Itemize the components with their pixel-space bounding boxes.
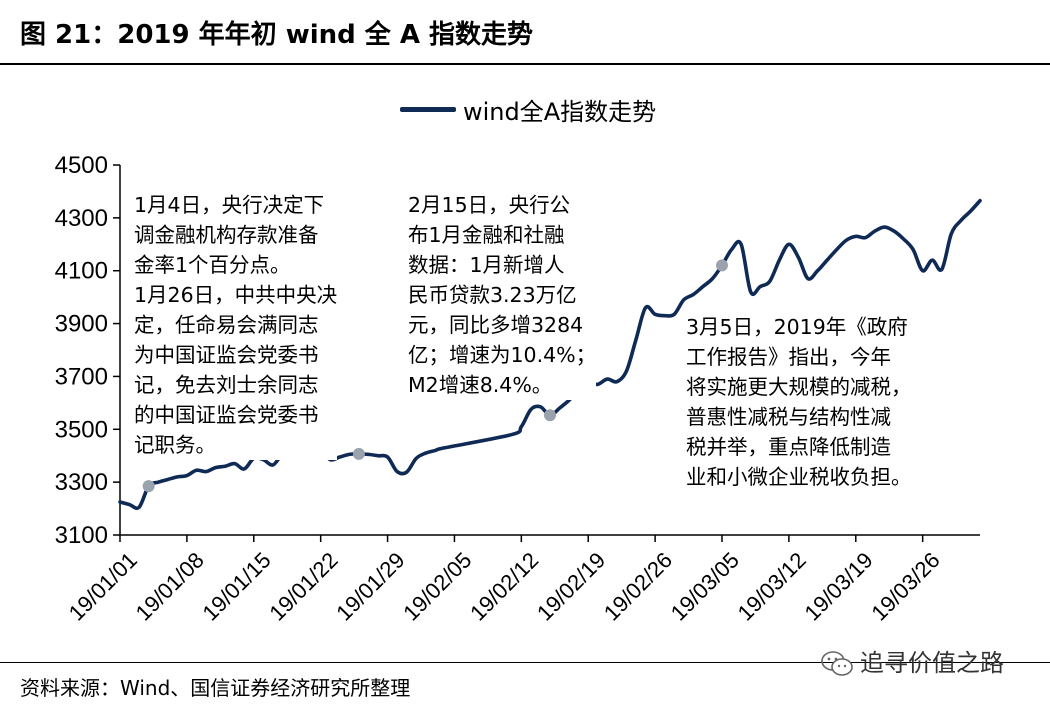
- x-tick-label: 19/01/22: [264, 547, 342, 625]
- annotation-jan: 1月4日，央行决定下 调金融机构存款准备 金率1个百分点。 1月26日，中共中央…: [134, 190, 338, 460]
- y-tick-label: 3300: [55, 469, 108, 496]
- x-tick-label: 19/01/08: [131, 547, 209, 625]
- x-tick-label: 19/02/05: [398, 547, 476, 625]
- x-axis: 19/01/0119/01/0819/01/1519/01/2219/01/29…: [64, 534, 980, 626]
- x-tick-label: 19/01/15: [198, 547, 276, 625]
- wechat-icon: [821, 651, 853, 676]
- event-marker: [716, 259, 728, 272]
- figure-title: 图 21：2019 年年初 wind 全 A 指数走势: [20, 20, 534, 50]
- event-marker: [544, 409, 556, 422]
- figure-title-bar: 图 21：2019 年年初 wind 全 A 指数走势: [0, 0, 1050, 72]
- y-tick-label: 4100: [55, 258, 108, 285]
- x-tick-label: 19/01/01: [64, 547, 142, 625]
- x-tick-label: 19/02/19: [532, 547, 610, 625]
- y-tick-label: 4300: [55, 205, 108, 232]
- legend-line-swatch: [400, 107, 456, 112]
- x-tick-label: 19/03/05: [666, 547, 744, 625]
- y-axis: 3100 3300 3500 3700 3900 4100 4300 4500: [55, 152, 121, 549]
- y-tick-label: 3100: [55, 522, 108, 549]
- event-marker: [142, 480, 155, 493]
- annotation-feb: 2月15日，央行公 布1月金融和社融 数据：1月新增人 民币贷款3.23万亿 元…: [408, 190, 597, 400]
- source-divider: [0, 662, 1050, 663]
- title-divider: [0, 63, 1050, 65]
- x-tick-label: 19/02/12: [465, 547, 543, 625]
- source-note: 资料来源：Wind、国信证券经济研究所整理: [20, 676, 411, 700]
- y-tick-label: 3700: [55, 363, 108, 390]
- legend-label: wind全A指数走势: [463, 98, 657, 126]
- x-tick-label: 19/01/29: [331, 547, 409, 625]
- watermark: 追寻价值之路: [820, 643, 1004, 678]
- x-tick-label: 19/03/19: [800, 547, 878, 625]
- event-marker: [352, 447, 365, 460]
- x-tick-label: 19/03/26: [866, 547, 944, 625]
- y-tick-label: 3500: [55, 416, 108, 443]
- y-tick-label: 4500: [55, 152, 108, 179]
- markers-layer: [142, 259, 728, 493]
- annotation-mar: 3月5日，2019年《政府 工作报告》指出，今年 将实施更大规模的减税， 普惠性…: [686, 312, 912, 492]
- x-tick-label: 19/03/12: [733, 547, 811, 625]
- x-tick-label: 19/02/26: [599, 547, 677, 625]
- y-tick-label: 3900: [55, 311, 108, 338]
- watermark-text: 追寻价值之路: [860, 649, 1004, 677]
